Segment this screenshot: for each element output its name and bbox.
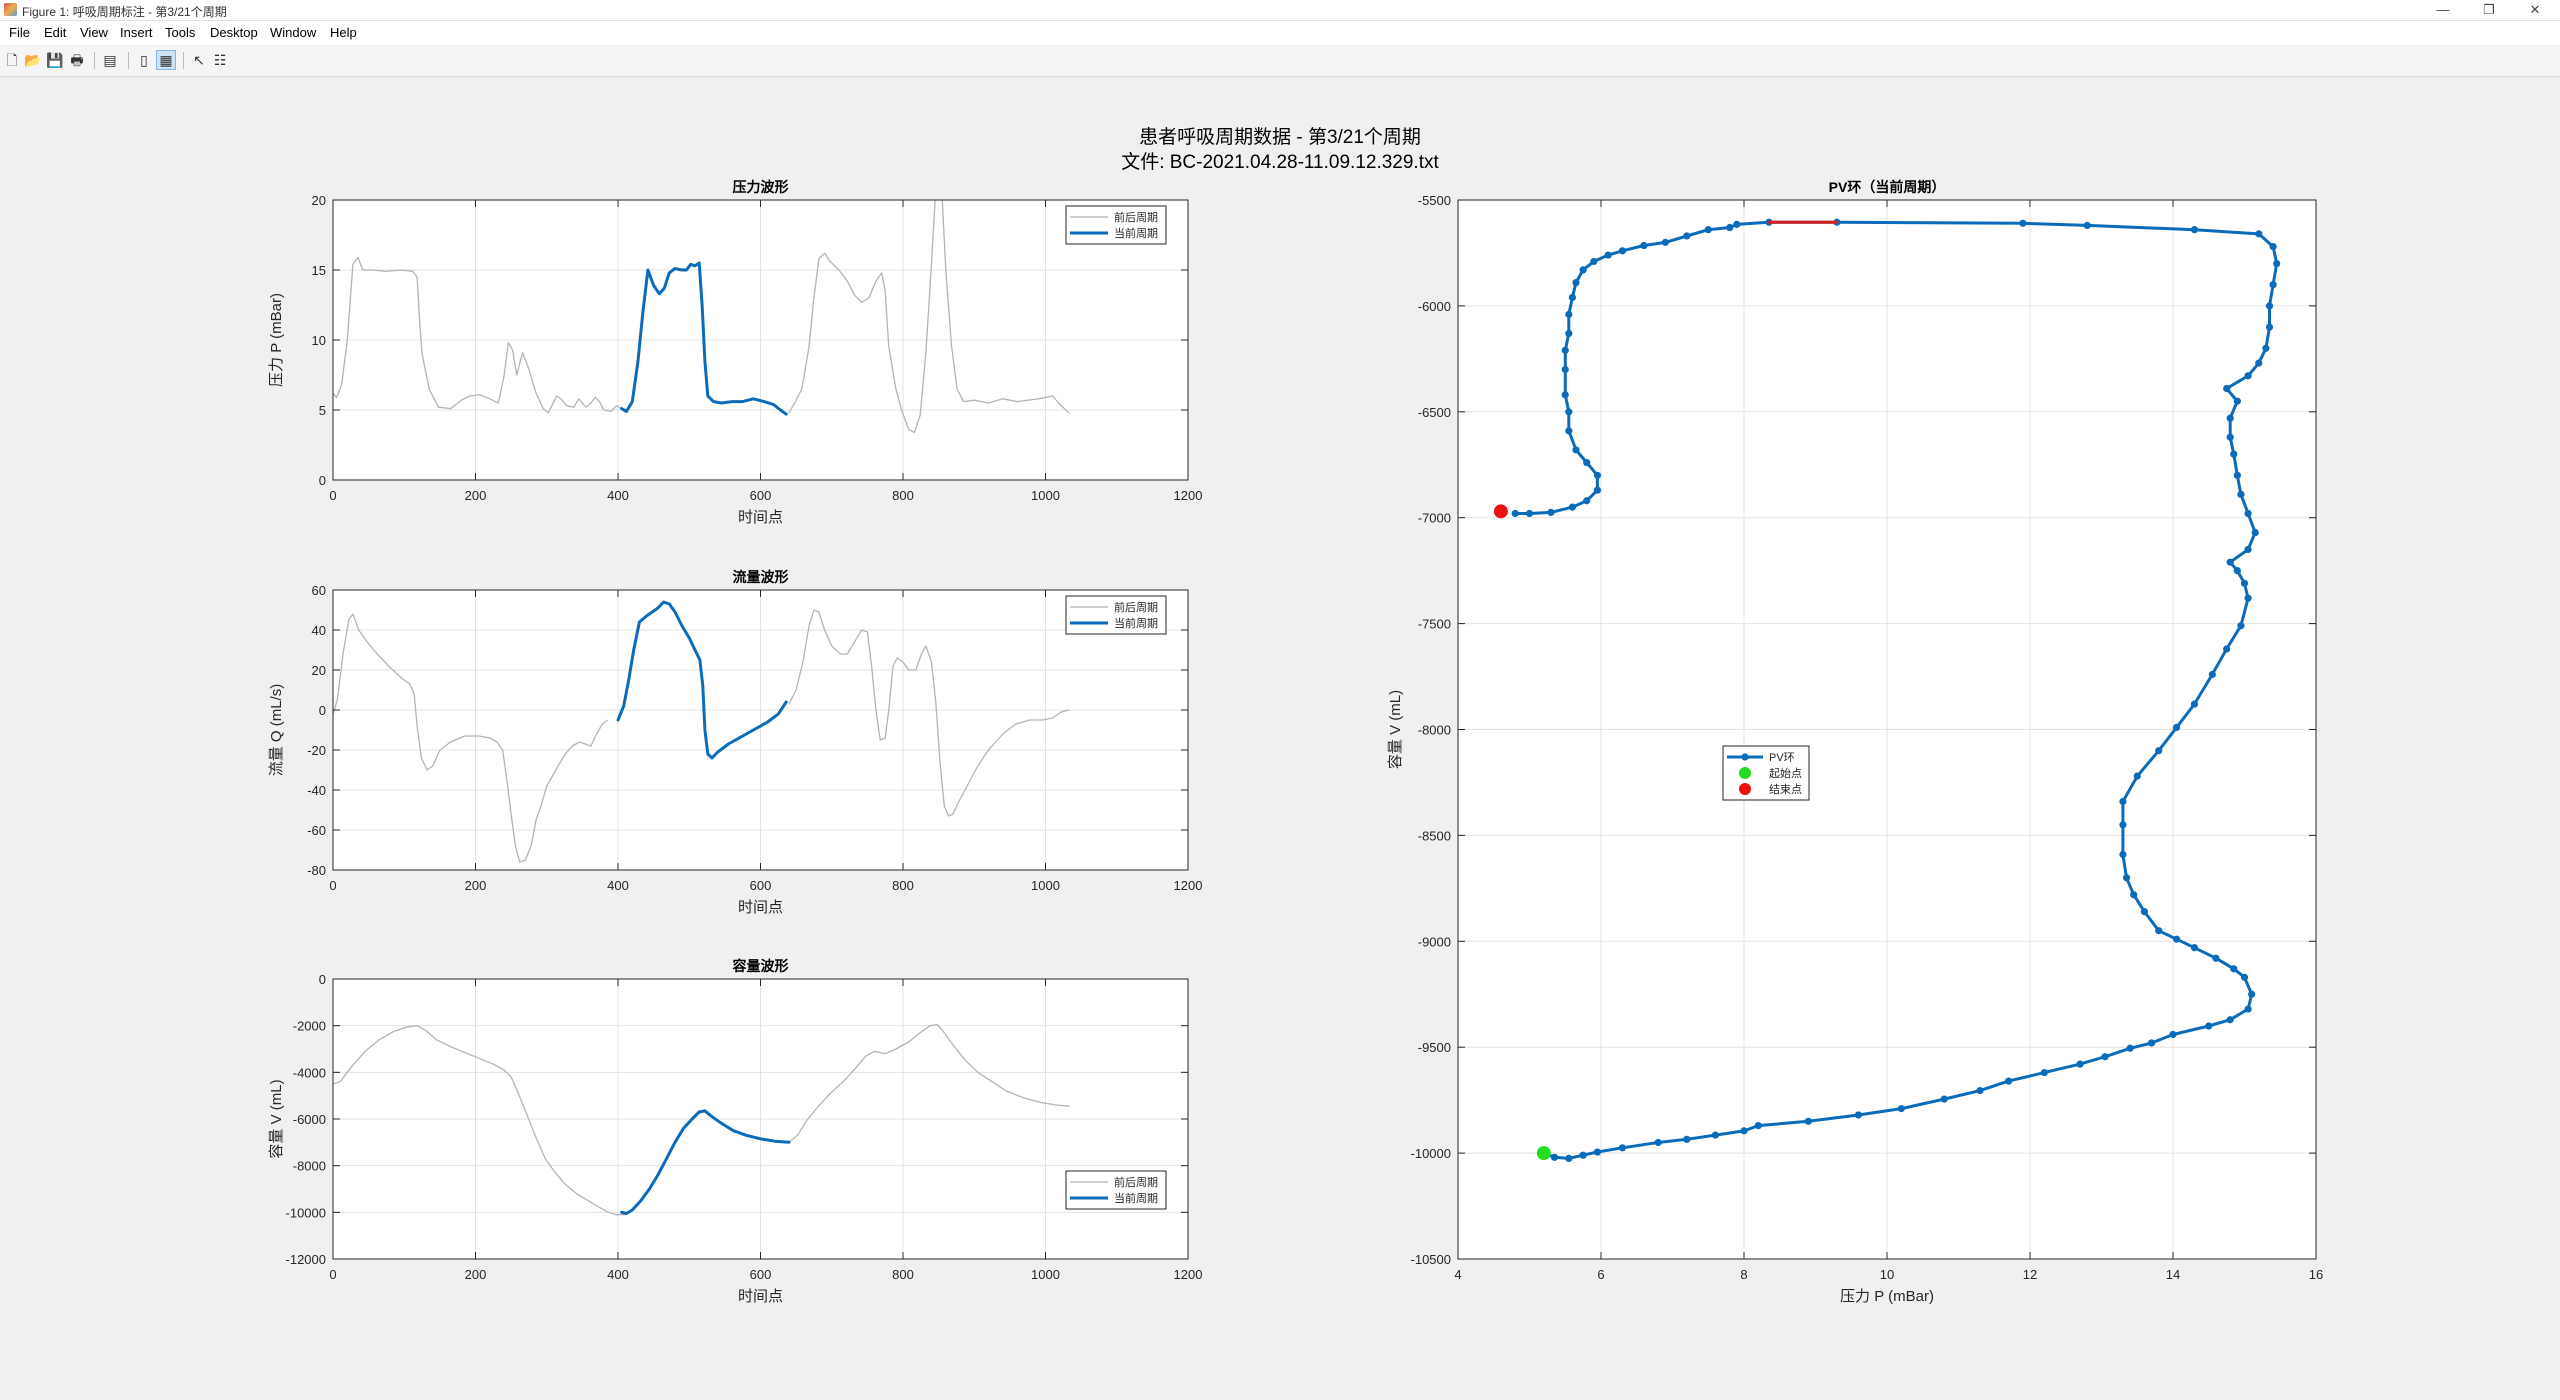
menu-tools[interactable]: Tools bbox=[165, 25, 196, 40]
open-file-icon[interactable]: 📂 bbox=[24, 52, 42, 68]
show-plot-tools-icon[interactable]: ▦ bbox=[156, 50, 176, 70]
toolbar-separator bbox=[94, 52, 95, 69]
figure-canvas bbox=[0, 77, 2560, 1400]
window-titlebar: Figure 1: 呼吸周期标注 - 第3/21个周期 — ❐ ✕ bbox=[0, 0, 2560, 21]
menu-view[interactable]: View bbox=[80, 25, 108, 40]
toolbar-separator bbox=[183, 52, 184, 69]
window-title: Figure 1: 呼吸周期标注 - 第3/21个周期 bbox=[22, 5, 227, 19]
figure-toolbar: 🗋 📂 💾 🖶 ▤ ▯ ▦ ↖ ☷ bbox=[0, 46, 2560, 77]
close-button[interactable]: ✕ bbox=[2529, 2, 2541, 17]
matlab-figure-icon bbox=[4, 3, 17, 16]
new-figure-icon[interactable]: 🗋 bbox=[6, 52, 18, 68]
menu-file[interactable]: File bbox=[9, 25, 30, 40]
minimize-button[interactable]: — bbox=[2436, 2, 2450, 17]
edit-plot-arrow-icon[interactable]: ↖ bbox=[193, 52, 205, 68]
print-preview-icon[interactable]: ▤ bbox=[103, 52, 117, 68]
menu-window[interactable]: Window bbox=[270, 25, 317, 40]
menu-edit[interactable]: Edit bbox=[44, 25, 67, 40]
print-icon[interactable]: 🖶 bbox=[70, 52, 84, 68]
restore-button[interactable]: ❐ bbox=[2483, 2, 2495, 17]
toolbar-separator bbox=[128, 52, 129, 69]
property-inspector-icon[interactable]: ☷ bbox=[213, 52, 227, 68]
toggle-plot-tools-icon[interactable]: ▯ bbox=[140, 52, 148, 68]
save-icon[interactable]: 💾 bbox=[46, 52, 64, 68]
menu-desktop[interactable]: Desktop bbox=[210, 25, 258, 40]
menu-insert[interactable]: Insert bbox=[120, 25, 153, 40]
figure-subtitle: 文件: BC-2021.04.28-11.09.12.329.txt bbox=[1121, 152, 1439, 173]
menu-help[interactable]: Help bbox=[330, 25, 357, 40]
menu-bar: File Edit View Insert Tools Desktop Wind… bbox=[0, 21, 2560, 45]
figure-suptitle: 患者呼吸周期数据 - 第3/21个周期 bbox=[1139, 127, 1421, 148]
